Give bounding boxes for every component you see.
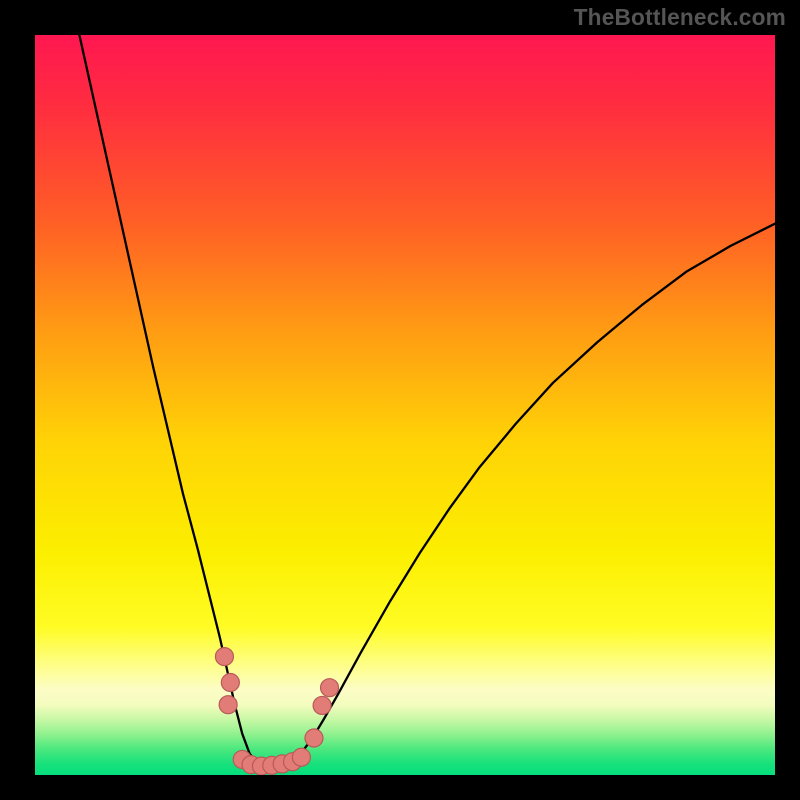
bottleneck-marker [215, 648, 233, 666]
attribution-label: TheBottleneck.com [574, 4, 786, 31]
bottleneck-marker [313, 696, 331, 714]
chart-stage: TheBottleneck.com [0, 0, 800, 800]
bottleneck-marker [219, 696, 237, 714]
bottleneck-curve-plot [0, 0, 800, 800]
bottleneck-marker [292, 748, 310, 766]
bottleneck-marker [221, 674, 239, 692]
bottleneck-marker [305, 729, 323, 747]
plot-background-gradient [35, 35, 775, 775]
bottleneck-marker [321, 679, 339, 697]
